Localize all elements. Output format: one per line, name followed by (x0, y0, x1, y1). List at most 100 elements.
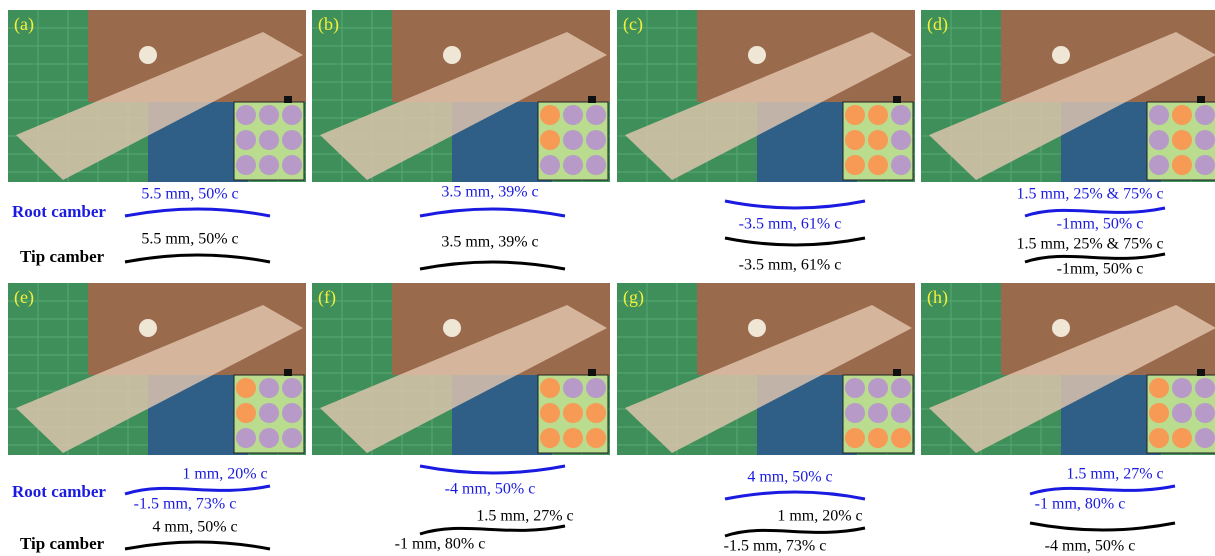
camber-curve (420, 466, 565, 473)
photo: (a) (8, 10, 306, 182)
panel-label: (d) (927, 14, 948, 35)
root-camber-text: 1.5 mm, 25% & 75% c (1016, 186, 1163, 203)
actuator (236, 403, 256, 423)
actuator (563, 130, 583, 150)
camber-curve (1030, 523, 1175, 530)
camber-curve (420, 526, 565, 534)
actuator (540, 428, 560, 448)
actuator (540, 105, 560, 125)
actuator (563, 155, 583, 175)
actuator (236, 105, 256, 125)
row-label: Root camber (12, 202, 106, 221)
root-camber-text: -3.5 mm, 61% c (739, 216, 842, 233)
hub (1052, 319, 1070, 337)
actuator (563, 105, 583, 125)
tip-camber-text: -1 mm, 80% c (395, 536, 486, 553)
panel-label: (b) (318, 14, 339, 35)
actuator (868, 428, 888, 448)
actuator (868, 155, 888, 175)
tip-camber-text: -3.5 mm, 61% c (739, 257, 842, 274)
root-camber-text: -1.5 mm, 73% c (134, 496, 237, 513)
camber-curve (125, 255, 270, 262)
root-camber-text: 4 mm, 50% c (747, 469, 832, 486)
inset-clip (588, 369, 596, 376)
root-camber-text: -4 mm, 50% c (445, 481, 536, 498)
panel-label: (h) (927, 287, 948, 308)
actuator (1195, 403, 1215, 423)
actuator (845, 155, 865, 175)
actuator (259, 378, 279, 398)
tip-camber-text: -1mm, 50% c (1057, 261, 1144, 278)
actuator (236, 428, 256, 448)
actuator (236, 378, 256, 398)
hub (443, 319, 461, 337)
actuator (1149, 130, 1169, 150)
inset-clip (893, 369, 901, 376)
camber-curve (125, 209, 270, 216)
row-label: Tip camber (20, 534, 105, 553)
actuator (236, 130, 256, 150)
actuator (540, 130, 560, 150)
actuator (282, 428, 302, 448)
camber-curve (420, 262, 565, 269)
actuator (282, 130, 302, 150)
root-camber-text: 3.5 mm, 39% c (441, 184, 538, 201)
actuator (282, 403, 302, 423)
actuator (891, 130, 911, 150)
photo: (d) (921, 10, 1215, 182)
actuator (868, 403, 888, 423)
actuator (586, 428, 606, 448)
hub (443, 46, 461, 64)
actuator (868, 130, 888, 150)
panel-label: (a) (14, 14, 34, 35)
photo: (h) (921, 283, 1215, 455)
camber-curve (1030, 486, 1175, 494)
actuator (586, 130, 606, 150)
actuator (1149, 105, 1169, 125)
figure: Root camber Tip camber Root camber Tip c… (0, 0, 1215, 556)
actuator (1172, 105, 1192, 125)
root-camber-text: -1mm, 50% c (1057, 216, 1144, 233)
actuator (282, 155, 302, 175)
actuator (236, 155, 256, 175)
actuator (891, 378, 911, 398)
row-label: Root camber (12, 482, 106, 501)
actuator (891, 403, 911, 423)
panel-label: (e) (14, 287, 34, 308)
actuator (540, 378, 560, 398)
actuator (1172, 155, 1192, 175)
tip-camber-text: 4 mm, 50% c (152, 519, 237, 536)
actuator (563, 428, 583, 448)
actuator (845, 130, 865, 150)
tip-camber-text: 1.5 mm, 25% & 75% c (1016, 236, 1163, 253)
inset-clip (284, 96, 292, 103)
inset-clip (284, 369, 292, 376)
panel-label: (c) (623, 14, 643, 35)
actuator (891, 105, 911, 125)
actuator (586, 378, 606, 398)
tip-camber-text: 1 mm, 20% c (777, 508, 862, 525)
root-camber-text: 1 mm, 20% c (182, 466, 267, 483)
inset-clip (1197, 96, 1205, 103)
actuator (259, 155, 279, 175)
photo: (b) (312, 10, 610, 182)
actuator (1172, 403, 1192, 423)
actuator (563, 403, 583, 423)
camber-curve (725, 528, 865, 536)
panel-label: (f) (318, 287, 336, 308)
photo: (c) (617, 10, 915, 182)
root-camber-text: 5.5 mm, 50% c (141, 186, 238, 203)
actuator (1172, 130, 1192, 150)
inset-clip (588, 96, 596, 103)
root-camber-text: -1 mm, 80% c (1035, 496, 1126, 513)
actuator (1172, 428, 1192, 448)
actuator (1149, 155, 1169, 175)
tip-camber-text: 1.5 mm, 27% c (476, 508, 573, 525)
tip-camber-text: 5.5 mm, 50% c (141, 231, 238, 248)
actuator (259, 403, 279, 423)
actuator (1195, 378, 1215, 398)
actuator (1149, 428, 1169, 448)
actuator (891, 428, 911, 448)
hub (748, 46, 766, 64)
camber-curve (725, 492, 865, 499)
